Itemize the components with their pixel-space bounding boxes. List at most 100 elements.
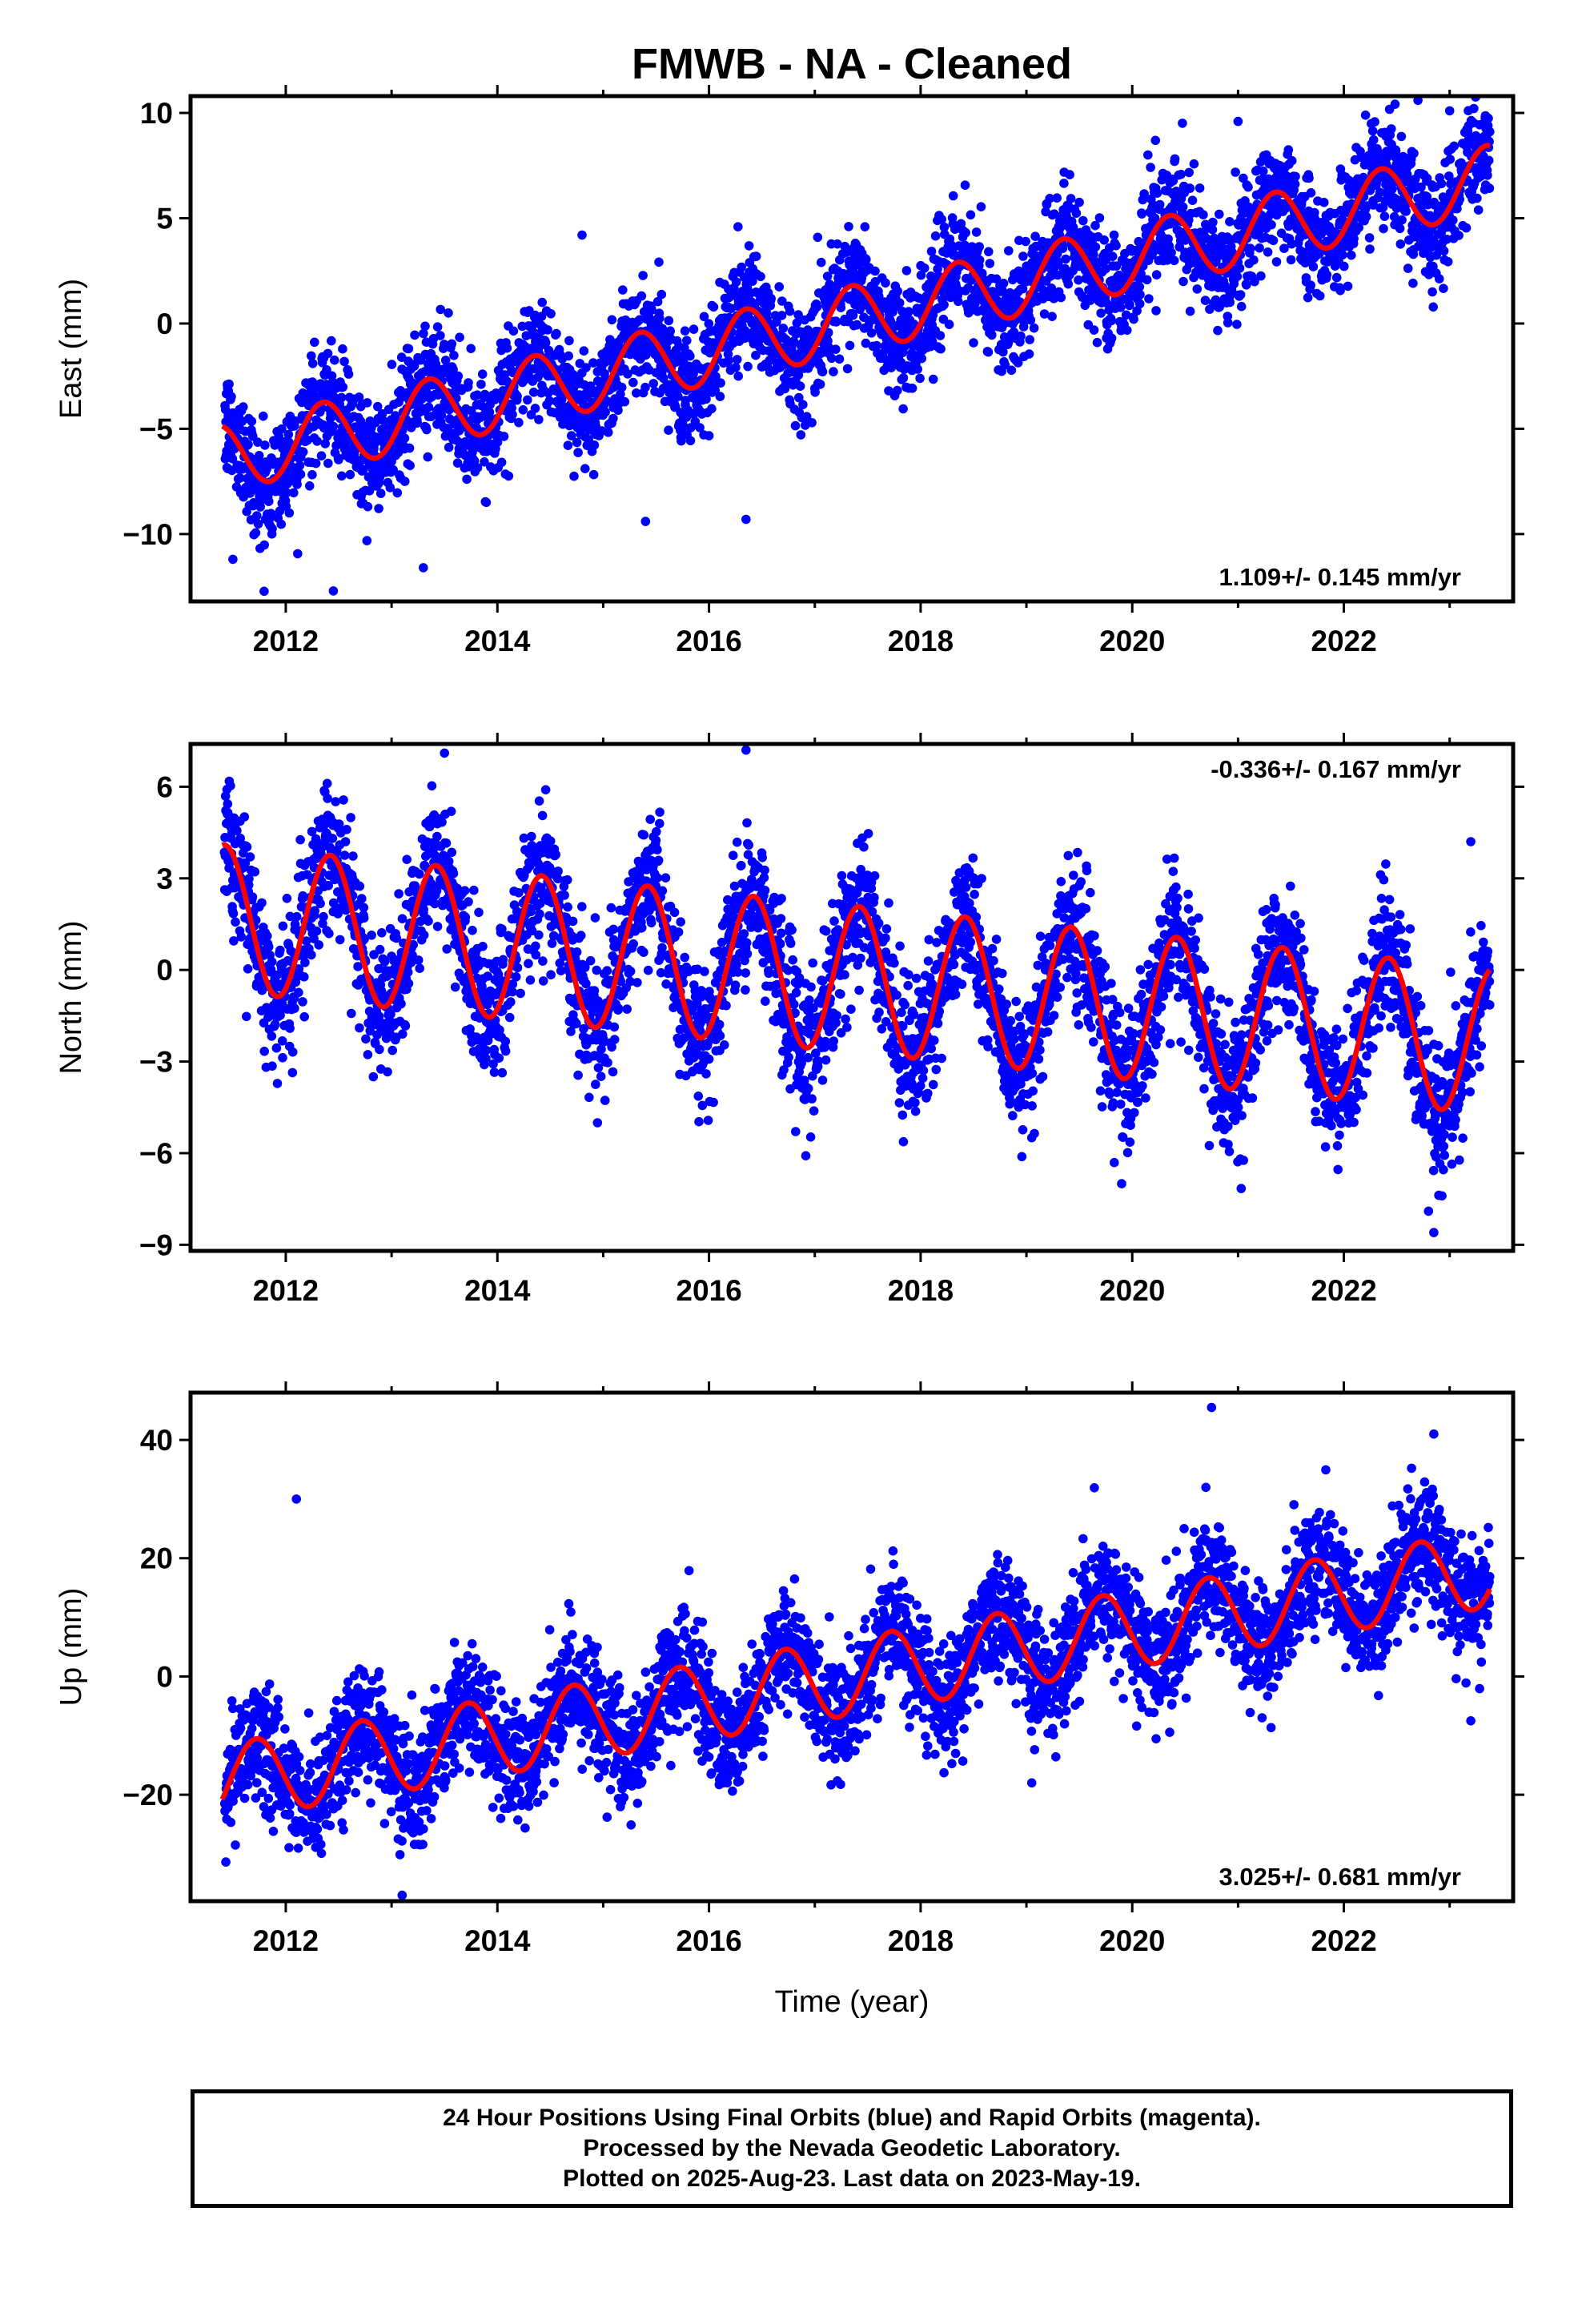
- data-point: [812, 302, 822, 312]
- data-point: [655, 313, 665, 324]
- data-point: [1436, 179, 1447, 189]
- data-point: [1089, 325, 1099, 335]
- data-point: [907, 384, 917, 393]
- data-point: [250, 866, 260, 877]
- data-point: [638, 271, 648, 280]
- data-point: [227, 454, 238, 464]
- data-point: [440, 356, 451, 365]
- data-point: [287, 1068, 298, 1078]
- data-point: [1094, 213, 1105, 223]
- data-point: [772, 317, 781, 327]
- data-point: [272, 1079, 283, 1088]
- data-point: [1006, 365, 1017, 376]
- data-point: [1343, 281, 1353, 292]
- data-point: [299, 972, 309, 982]
- data-point: [966, 210, 976, 220]
- data-point: [1449, 141, 1460, 151]
- data-point: [546, 970, 556, 979]
- data-point: [944, 320, 954, 329]
- data-point: [328, 586, 339, 596]
- data-point: [339, 356, 349, 367]
- data-point: [472, 463, 483, 472]
- data-point: [1146, 163, 1155, 172]
- data-point: [295, 469, 306, 480]
- data-point: [644, 365, 654, 375]
- data-point: [363, 1050, 373, 1059]
- data-point: [1259, 166, 1268, 176]
- data-point: [394, 889, 404, 899]
- data-point: [1071, 208, 1082, 219]
- data-point: [1016, 331, 1026, 341]
- x-tick-label: 2012: [253, 625, 319, 657]
- data-point: [355, 881, 365, 891]
- data-point: [1331, 272, 1342, 283]
- y-tick-label: −5: [139, 412, 173, 445]
- data-point: [1078, 215, 1088, 226]
- data-point: [1401, 207, 1411, 216]
- data-point: [320, 439, 331, 448]
- data-point: [810, 388, 820, 397]
- data-point: [1021, 236, 1030, 247]
- data-point: [508, 409, 517, 420]
- data-point: [419, 563, 428, 573]
- data-point: [1208, 217, 1218, 227]
- data-point: [564, 336, 574, 346]
- data-point: [1304, 173, 1314, 183]
- data-point: [449, 351, 459, 360]
- data-point: [620, 396, 630, 407]
- data-point: [960, 180, 970, 190]
- data-point: [855, 304, 865, 315]
- data-point: [331, 797, 341, 806]
- data-point: [1263, 247, 1273, 257]
- data-point: [1370, 117, 1379, 127]
- data-point: [400, 1021, 411, 1031]
- data-point: [1439, 283, 1448, 294]
- data-point: [312, 436, 322, 446]
- data-point: [1256, 271, 1266, 281]
- data-point: [363, 501, 373, 512]
- data-point: [1403, 263, 1413, 273]
- data-point: [1125, 300, 1134, 310]
- data-point: [1360, 111, 1371, 120]
- data-point: [861, 255, 871, 264]
- data-point: [511, 972, 521, 982]
- data-point: [935, 331, 946, 340]
- data-point: [1472, 193, 1482, 203]
- data-point: [523, 395, 532, 405]
- data-point: [1246, 243, 1255, 254]
- data-point: [751, 350, 761, 360]
- data-point: [1150, 135, 1160, 146]
- data-point: [1137, 209, 1146, 219]
- data-point: [316, 451, 327, 460]
- data-point: [497, 1068, 508, 1078]
- data-point: [245, 852, 255, 862]
- data-point: [833, 239, 842, 249]
- data-point: [579, 346, 589, 356]
- data-point: [564, 351, 573, 361]
- x-tick-label: 2022: [1311, 625, 1376, 657]
- data-point: [1195, 183, 1205, 193]
- data-point: [267, 957, 277, 967]
- data-point: [1058, 243, 1068, 253]
- data-point: [689, 324, 699, 334]
- data-point: [948, 191, 958, 201]
- data-point: [937, 215, 946, 224]
- data-point: [502, 343, 512, 353]
- data-point: [1483, 171, 1492, 180]
- data-point: [346, 813, 355, 822]
- data-point: [659, 373, 669, 384]
- data-point: [1018, 251, 1028, 261]
- data-point: [898, 373, 909, 383]
- data-point: [259, 586, 269, 597]
- data-point: [829, 367, 838, 376]
- data-point: [636, 291, 647, 301]
- data-point: [419, 328, 428, 339]
- data-point: [375, 944, 385, 955]
- data-point: [1379, 211, 1390, 221]
- data-point: [916, 270, 926, 280]
- data-point: [528, 388, 539, 397]
- data-point: [685, 436, 696, 446]
- data-point: [282, 894, 292, 903]
